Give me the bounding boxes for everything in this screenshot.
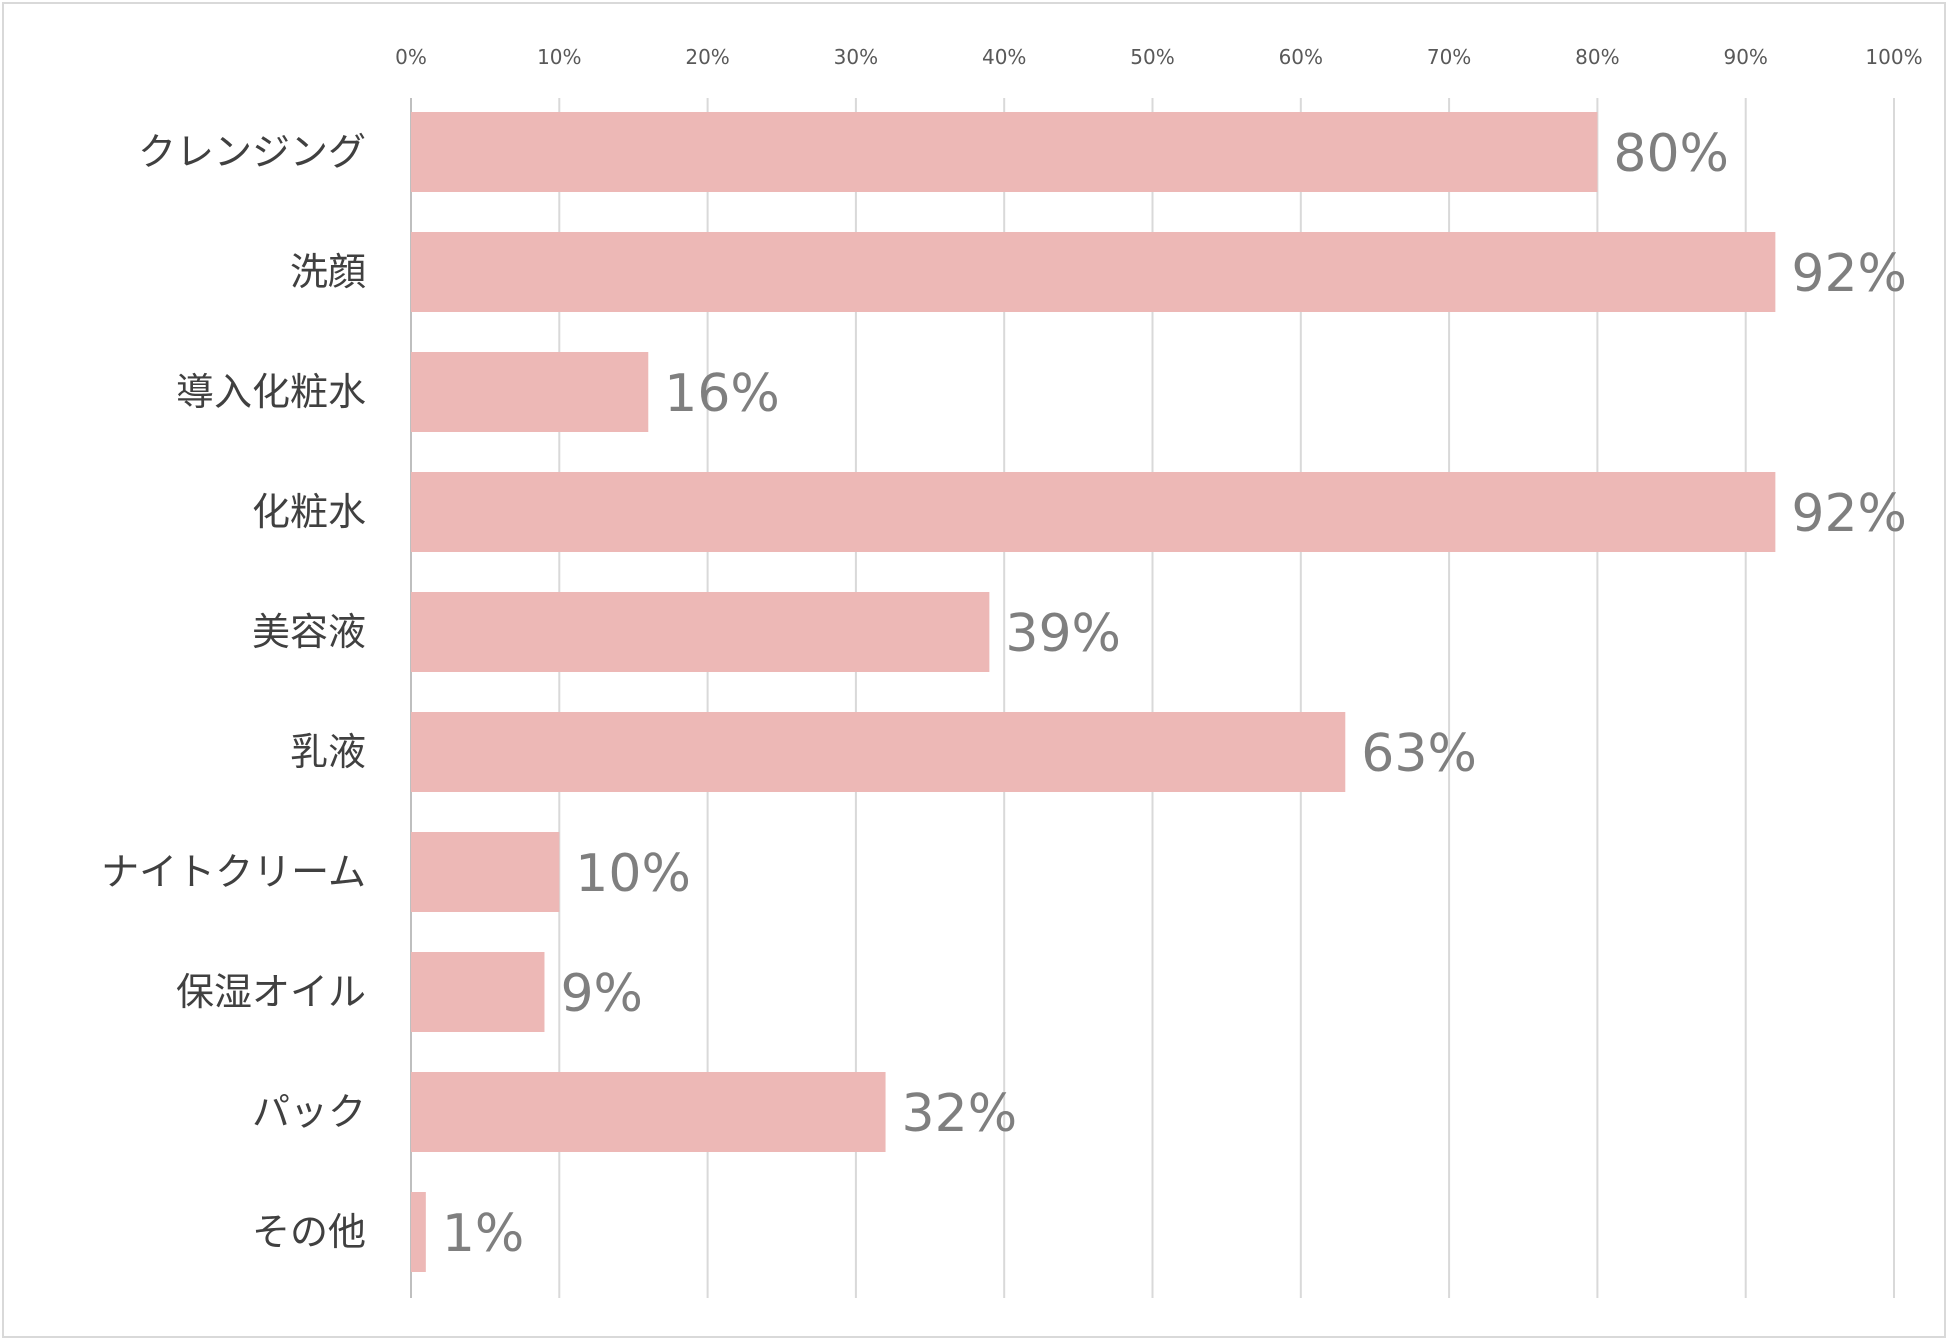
data-label: 32% — [902, 1084, 1018, 1144]
x-axis-tick-labels: 0% 10% 20% 30% 40% 50% 60% 70% 80% 90% 100% — [395, 45, 1922, 69]
data-labels: 80% 92% 16% 92% 39% 63% 10% 9% 32% 1% — [442, 124, 1907, 1264]
category-label: 保湿オイル — [176, 970, 366, 1014]
data-label: 39% — [1005, 604, 1121, 664]
x-tick-label: 60% — [1279, 45, 1323, 69]
x-tick-label: 70% — [1427, 45, 1471, 69]
category-label: 乳液 — [290, 730, 366, 774]
data-label: 63% — [1361, 724, 1477, 784]
x-tick-label: 40% — [982, 45, 1026, 69]
category-label: その他 — [252, 1210, 366, 1254]
category-label: 洗顔 — [290, 250, 366, 294]
category-label: ナイトクリーム — [101, 850, 366, 894]
x-tick-label: 10% — [537, 45, 581, 69]
x-tick-label: 90% — [1723, 45, 1767, 69]
category-label: パック — [252, 1090, 366, 1134]
bar — [411, 112, 1598, 192]
x-tick-label: 0% — [395, 45, 427, 69]
category-label: 導入化粧水 — [176, 370, 366, 414]
bar — [411, 832, 560, 912]
category-label: 化粧水 — [252, 490, 366, 534]
x-tick-label: 20% — [685, 45, 729, 69]
data-label: 80% — [1613, 124, 1729, 184]
data-label: 16% — [664, 364, 780, 424]
x-tick-label: 30% — [834, 45, 878, 69]
data-label: 1% — [442, 1204, 524, 1264]
data-label: 92% — [1791, 484, 1907, 544]
bar — [411, 1072, 886, 1152]
bars — [411, 112, 1776, 1272]
bar — [411, 712, 1346, 792]
x-tick-label: 80% — [1575, 45, 1619, 69]
bar — [411, 592, 990, 672]
x-tick-label: 100% — [1865, 45, 1922, 69]
bar — [411, 232, 1776, 312]
category-label: 美容液 — [252, 610, 366, 654]
data-label: 92% — [1791, 244, 1907, 304]
bar — [411, 952, 545, 1032]
bar — [411, 1192, 426, 1272]
data-label: 10% — [575, 844, 691, 904]
category-label: クレンジング — [138, 130, 366, 174]
bar — [411, 352, 649, 432]
data-label: 9% — [560, 964, 643, 1024]
bar — [411, 472, 1776, 552]
x-tick-label: 50% — [1130, 45, 1174, 69]
